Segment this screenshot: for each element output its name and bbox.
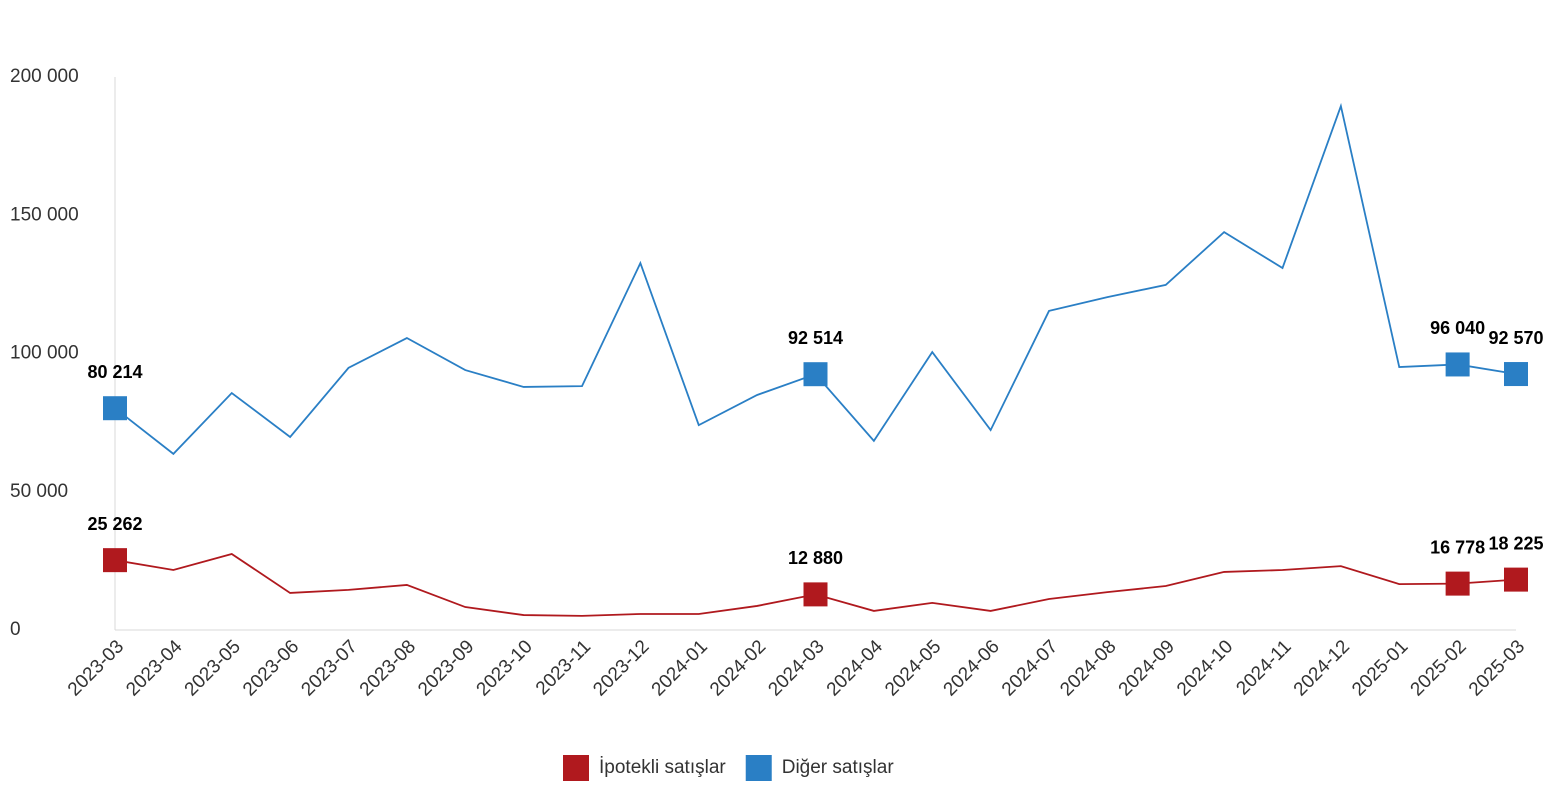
x-tick-label: 2023-08 [356,636,420,700]
x-tick-label: 2023-11 [532,636,595,699]
x-tick-label: 2023-09 [414,636,478,700]
data-label: 16 778 [1430,537,1485,557]
point-marker [1504,567,1528,592]
legend-swatch [745,755,772,781]
data-label: 96 040 [1430,318,1485,338]
y-tick-label: 150 000 [10,204,79,225]
point-marker [1504,362,1528,387]
y-tick-label: 100 000 [10,343,79,364]
data-label: 18 225 [1488,533,1543,553]
y-tick-label: 50 000 [10,481,68,502]
x-tick-label: 2024-12 [1290,636,1354,700]
x-tick-label: 2024-11 [1232,636,1295,699]
x-tick-label: 2025-01 [1348,636,1412,700]
x-tick-label: 2024-06 [940,636,1004,700]
x-tick-label: 2023-04 [122,636,186,700]
legend-label: Diğer satışlar [782,757,895,778]
y-tick-label: 0 [10,619,21,640]
x-tick-label: 2025-03 [1465,636,1529,700]
x-tick-label: 2024-08 [1056,636,1120,700]
x-tick-label: 2024-09 [1115,636,1179,700]
x-tick-label: 2024-01 [648,636,712,700]
point-marker [1445,352,1470,377]
x-tick-label: 2024-07 [998,636,1062,700]
legend-label: İpotekli satışlar [599,757,726,778]
point-marker [803,582,828,607]
x-tick-label: 2025-02 [1407,636,1471,700]
point-marker [803,362,828,387]
x-tick-label: 2024-03 [764,636,828,700]
data-label: 92 570 [1488,328,1543,348]
legend-swatch [563,755,589,781]
y-tick-label: 200 000 [10,66,79,87]
x-tick-label: 2023-06 [239,636,303,700]
data-label: 25 262 [87,514,142,534]
x-tick-label: 2023-07 [297,636,361,700]
data-label: 80 214 [87,362,142,382]
data-label: 12 880 [788,548,843,568]
x-tick-label: 2024-10 [1173,636,1237,700]
point-marker [103,548,127,573]
x-tick-label: 2024-02 [706,636,770,700]
x-tick-label: 2023-12 [589,636,653,700]
point-marker [103,396,127,421]
x-tick-label: 2023-03 [64,636,128,700]
data-label: 92 514 [788,328,843,348]
series-line [114,102,1517,456]
x-tick-label: 2024-05 [881,636,945,700]
x-tick-label: 2023-05 [181,636,245,700]
point-marker [1445,571,1470,596]
x-tick-label: 2023-10 [473,636,537,700]
x-tick-label: 2024-04 [823,636,887,700]
